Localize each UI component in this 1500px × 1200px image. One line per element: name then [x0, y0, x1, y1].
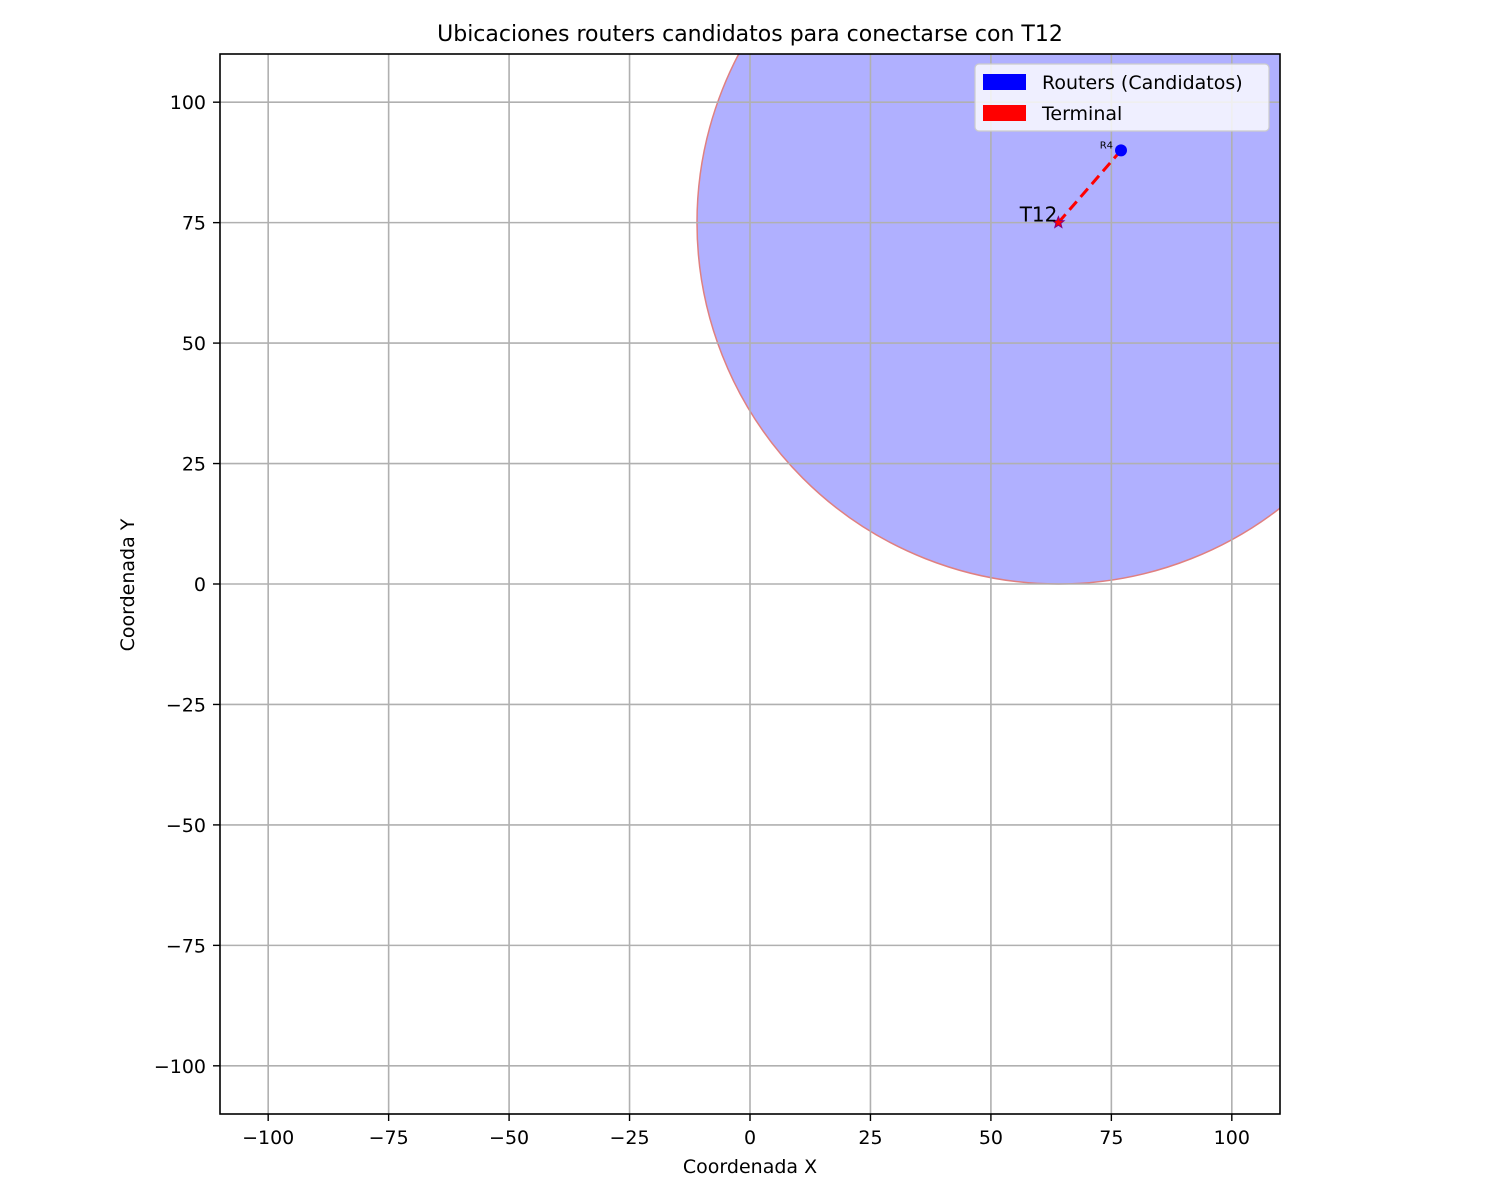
y-tick-label: 75: [182, 213, 206, 235]
terminal-label: T12: [1019, 203, 1058, 227]
router-point: [1115, 144, 1127, 157]
x-tick-label: −25: [609, 1127, 649, 1149]
x-tick-label: −100: [242, 1127, 294, 1149]
x-tick-label: 75: [1099, 1127, 1123, 1149]
x-tick-label: −75: [369, 1127, 409, 1149]
y-tick-label: −50: [166, 815, 206, 837]
y-tick-label: 50: [182, 333, 206, 355]
legend-label: Terminal: [1041, 103, 1122, 125]
legend-label: Routers (Candidatos): [1042, 72, 1243, 94]
plot-area: R4 T12: [220, 54, 1280, 1114]
y-tick-label: −100: [154, 1056, 206, 1078]
router-label: R4: [1100, 140, 1113, 151]
x-tick-label: 50: [979, 1127, 1003, 1149]
y-tick-label: 100: [170, 92, 206, 114]
legend-swatch: [983, 74, 1026, 90]
y-tick-label: −25: [166, 694, 206, 716]
y-tick-label: −75: [166, 935, 206, 957]
legend-swatch: [983, 105, 1026, 121]
chart-title: Ubicaciones routers candidatos para cone…: [437, 22, 1063, 47]
y-tick-label: 0: [194, 574, 206, 596]
legend: Routers (Candidatos) Terminal: [974, 63, 1270, 132]
x-tick-label: 100: [1214, 1127, 1250, 1149]
legend-box: [974, 63, 1270, 132]
terminal-point: [1051, 215, 1066, 229]
x-axis-title: Coordenada X: [683, 1156, 817, 1178]
x-tick-label: 0: [744, 1127, 756, 1149]
y-tick-label: 25: [182, 454, 206, 476]
x-tick-label: 25: [858, 1127, 882, 1149]
x-tick-label: −50: [489, 1127, 529, 1149]
y-axis-title: Coordenada Y: [117, 518, 139, 651]
